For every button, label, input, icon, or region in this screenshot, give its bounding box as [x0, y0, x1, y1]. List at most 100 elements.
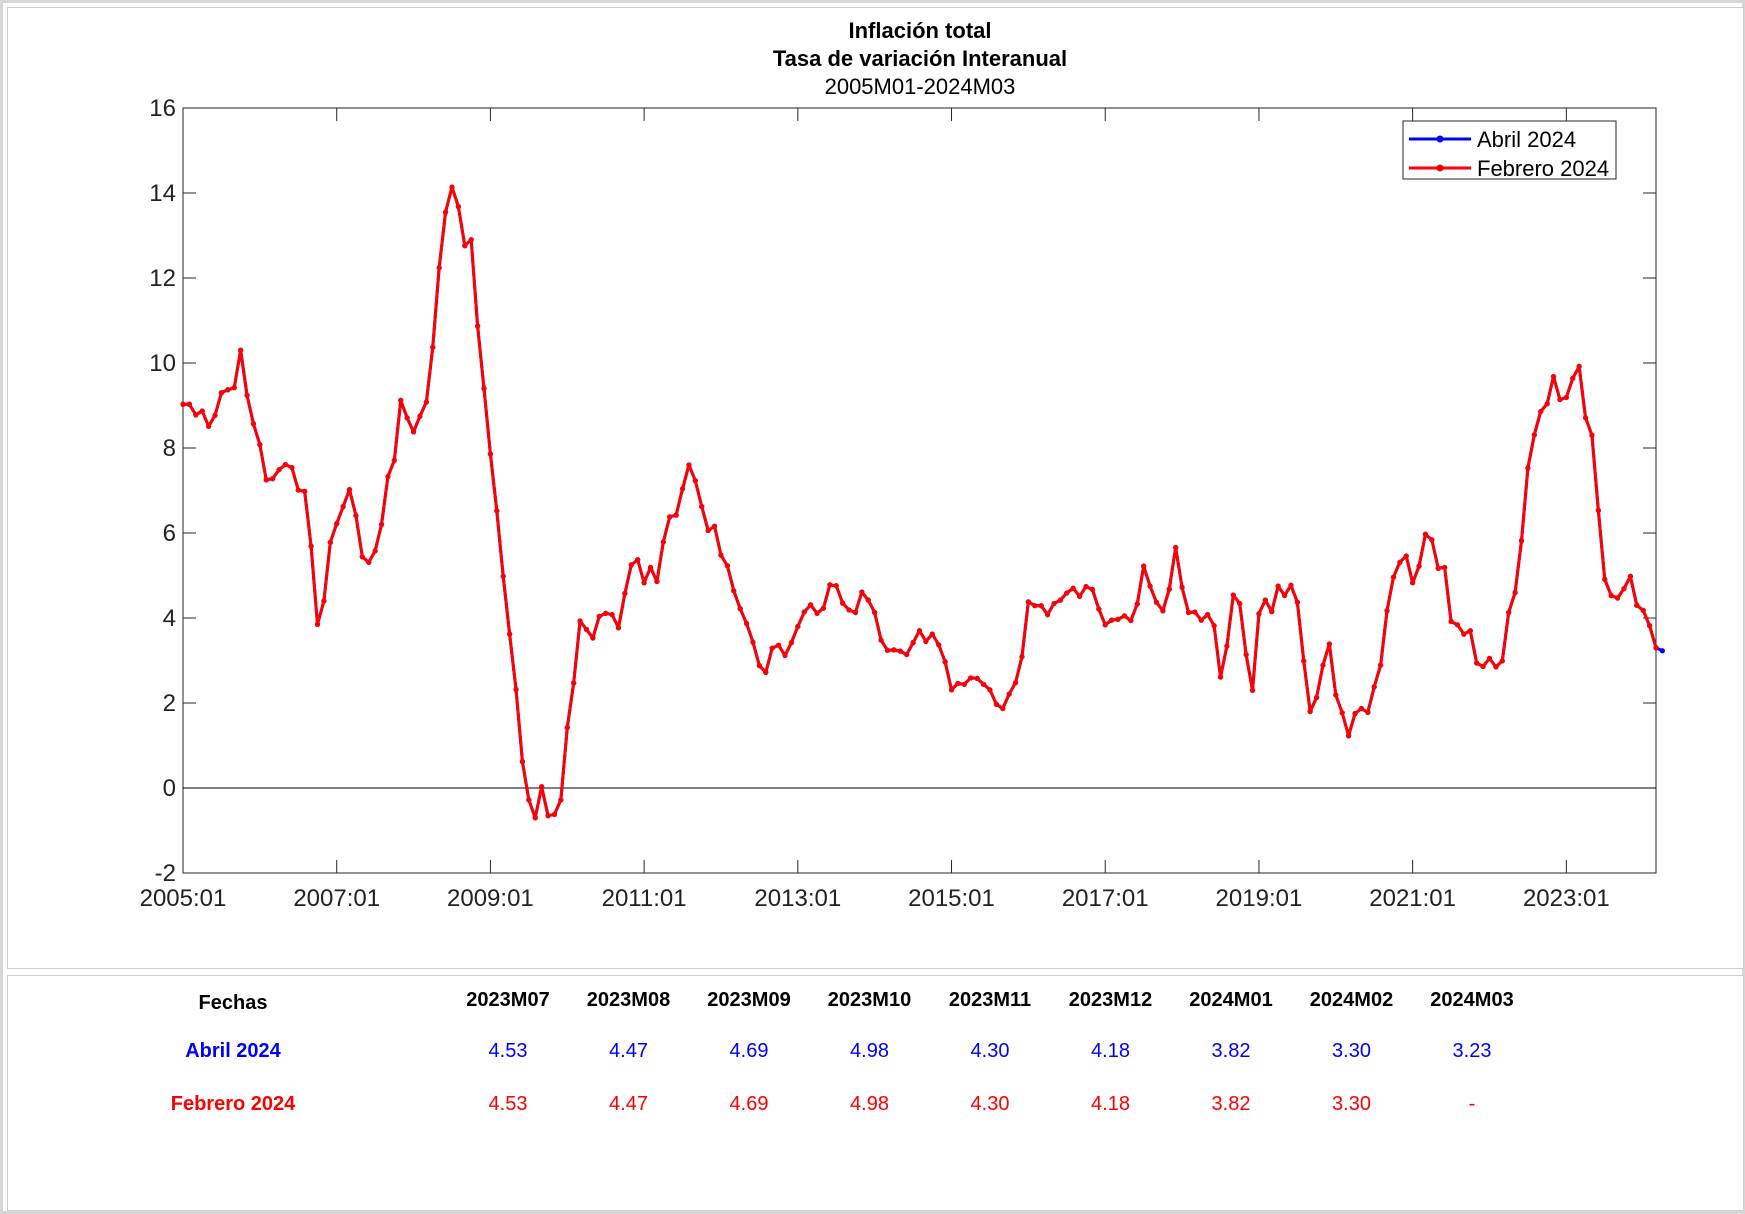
data-point [276, 467, 282, 473]
data-point [1012, 680, 1019, 686]
data-point [1243, 651, 1249, 658]
data-point [647, 564, 654, 571]
data-point [500, 573, 506, 579]
data-point [1474, 660, 1480, 666]
data-point [1486, 655, 1493, 661]
data-point [929, 631, 935, 637]
data-point [417, 413, 423, 419]
data-point [987, 687, 993, 693]
data-point [679, 486, 686, 492]
data-point [1134, 601, 1140, 607]
data-point [1595, 507, 1601, 514]
data-point [808, 602, 814, 608]
data-point [1634, 602, 1640, 608]
data-point [923, 638, 929, 644]
data-point [1429, 537, 1435, 543]
data-point [1083, 583, 1089, 590]
data-point [1249, 687, 1256, 693]
data-point [513, 686, 519, 693]
data-point [1288, 582, 1294, 588]
data-point [1442, 564, 1448, 571]
data-point [1301, 658, 1307, 664]
x-axis: 2005:01 2007:01 2009:01 2011:01 2013:01 2015:… [140, 108, 1610, 912]
data-point [475, 323, 481, 329]
data-point [1608, 592, 1614, 599]
data-point [1531, 432, 1537, 438]
table-row-label: Febrero 2024 [170, 1093, 296, 1115]
data-point [1025, 599, 1031, 605]
y-tick-label: 8 [163, 435, 176, 462]
table-cell: 3.23 [1452, 1040, 1492, 1062]
data-point [609, 612, 615, 618]
data-point [1461, 631, 1467, 637]
data-point [1512, 589, 1518, 596]
x-tick-label: 2011:01 [602, 885, 687, 912]
table-header-label: Fechas [198, 992, 268, 1014]
data-point [1602, 576, 1608, 582]
data-point [244, 392, 250, 398]
data-point [1448, 618, 1454, 625]
data-point [1563, 394, 1569, 401]
data-point [1480, 663, 1486, 670]
data-point [1333, 692, 1339, 698]
data-point [1192, 609, 1198, 615]
data-point [699, 504, 705, 510]
data-point [1550, 374, 1557, 380]
data-point [398, 397, 404, 403]
table-cell: 4.18 [1091, 1093, 1130, 1115]
data-point [1320, 662, 1326, 668]
x-tick-label: 2009:01 [447, 885, 534, 912]
data-point [1096, 606, 1102, 612]
data-point [1115, 616, 1121, 622]
data-point [955, 680, 961, 687]
data-point [270, 476, 276, 482]
data-point [872, 609, 878, 616]
data-point [1525, 465, 1531, 471]
line-chart: Inflación total Tasa de variación Intera… [140, 18, 1665, 912]
data-point [859, 589, 865, 595]
data-point [1269, 609, 1275, 615]
data-point [1032, 603, 1038, 609]
table-cell: 4.53 [488, 1093, 528, 1115]
data-point [1275, 583, 1281, 589]
data-point [660, 539, 666, 545]
legend-marker-abril [1436, 135, 1444, 143]
data-point [1141, 563, 1147, 569]
data-point [366, 559, 372, 565]
data-point [1647, 623, 1653, 629]
data-point [231, 385, 237, 391]
data-point [206, 423, 212, 429]
data-point [1070, 585, 1076, 591]
data-point [1121, 613, 1128, 619]
data-point [1326, 641, 1332, 647]
data-point [686, 462, 692, 468]
data-point [750, 639, 756, 645]
data-point [968, 675, 974, 681]
data-point [1077, 593, 1083, 599]
table-column-header: 2023M11 [948, 989, 1032, 1011]
data-point [1627, 573, 1633, 579]
data-point [282, 461, 289, 468]
data-point [430, 344, 436, 350]
data-point [603, 610, 609, 616]
data-point [763, 669, 769, 676]
data-point [1237, 600, 1243, 607]
data-point [468, 237, 474, 243]
table-cell: 4.30 [970, 1093, 1010, 1115]
data-point [257, 442, 263, 448]
data-point [423, 399, 429, 405]
data-point [891, 647, 897, 653]
data-point [193, 412, 199, 418]
data-point [346, 487, 353, 493]
data-point [519, 759, 526, 765]
data-point [1544, 401, 1550, 407]
data-point [1044, 612, 1051, 618]
data-point [1499, 658, 1505, 664]
table-cell: 4.47 [609, 1040, 648, 1062]
data-point [295, 487, 301, 493]
table-cell: 4.98 [850, 1093, 889, 1115]
table-row-label: Abril 2024 [185, 1040, 281, 1062]
data-point [1281, 592, 1288, 599]
data-point [436, 265, 442, 271]
data-point [1211, 623, 1217, 629]
